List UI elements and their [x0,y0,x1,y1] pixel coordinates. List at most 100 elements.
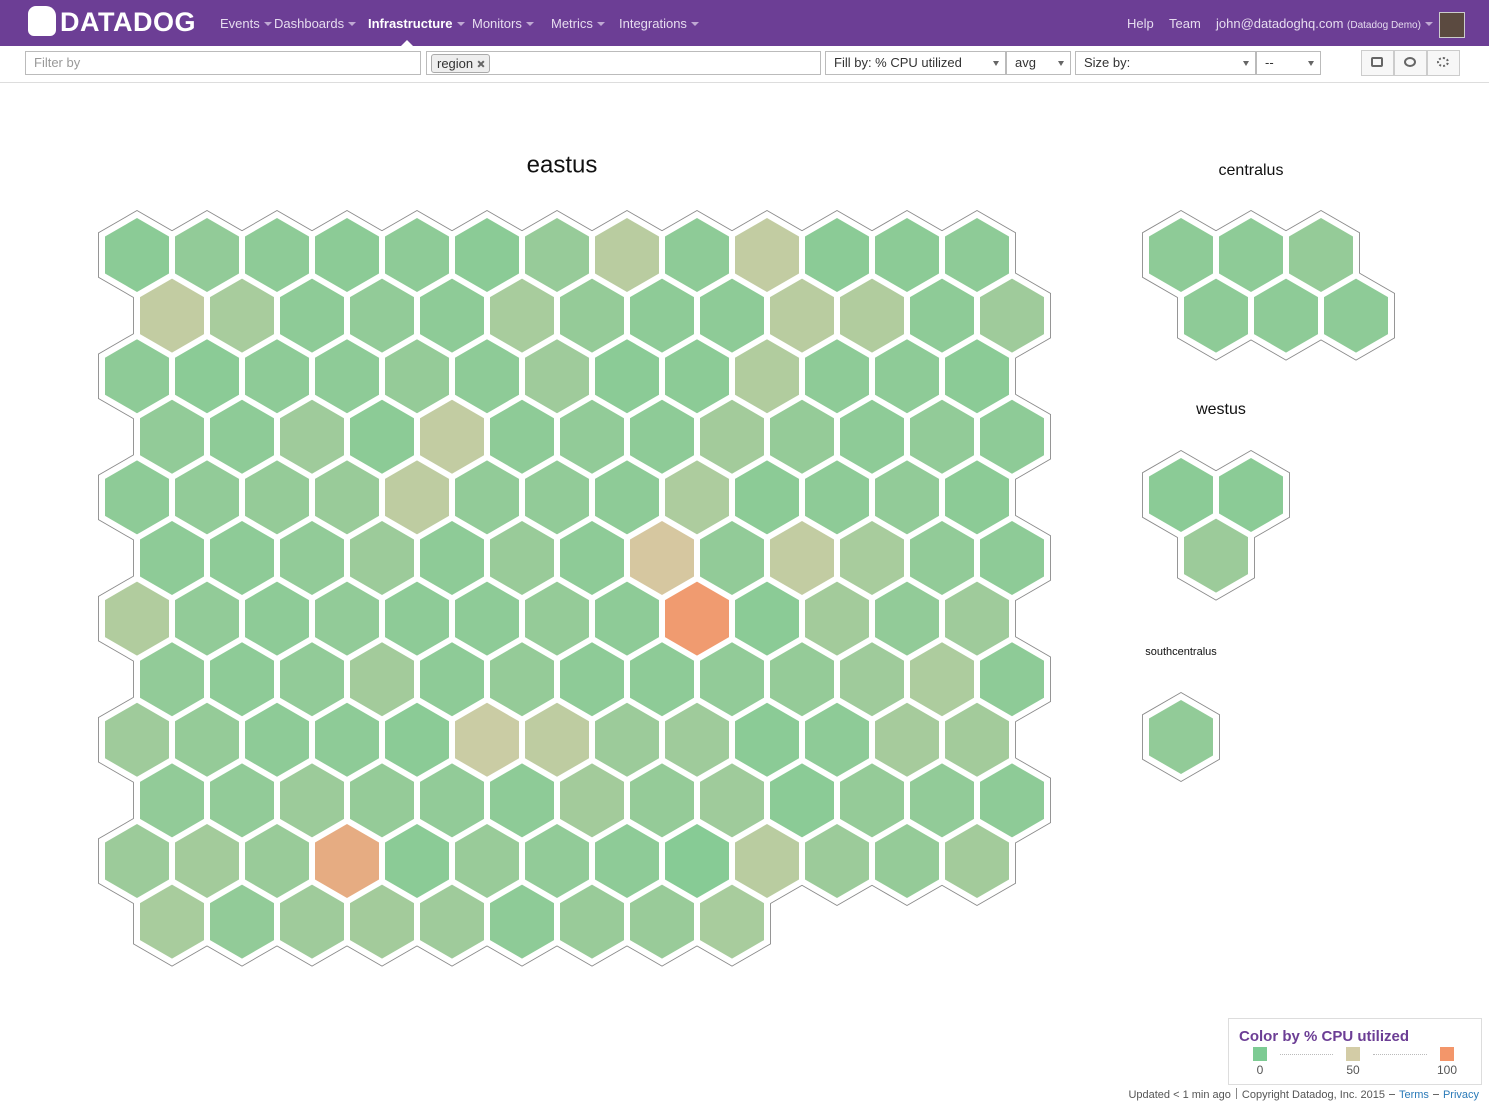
host-hex[interactable] [140,399,204,474]
host-hex[interactable] [875,581,939,656]
host-hex[interactable] [455,218,519,292]
host-hex[interactable] [735,824,799,898]
host-hex[interactable] [945,339,1009,414]
host-hex[interactable] [525,218,589,292]
host-hex[interactable] [525,702,589,777]
host-hex[interactable] [455,339,519,414]
host-hex[interactable] [455,824,519,898]
host-hex[interactable] [910,642,974,717]
host-hex[interactable] [945,581,1009,656]
host-hex[interactable] [980,521,1044,595]
host-hex[interactable] [525,460,589,535]
host-hex[interactable] [945,460,1009,535]
host-hex[interactable] [980,642,1044,717]
host-hex[interactable] [945,218,1009,292]
host-hex[interactable] [350,763,414,838]
host-hex[interactable] [105,460,169,535]
terms-link[interactable]: Terms [1398,1089,1429,1101]
host-hex[interactable] [875,824,939,898]
host-hex[interactable] [350,399,414,474]
host-hex[interactable] [595,339,659,414]
group-tag[interactable]: region [431,54,491,73]
host-hex[interactable] [665,824,729,898]
host-hex[interactable] [210,642,274,717]
fill-select[interactable]: Fill by: % CPU utilized [825,51,1006,75]
host-hex[interactable] [1324,278,1388,353]
host-hex[interactable] [210,399,274,474]
host-hex[interactable] [700,399,764,474]
host-hex[interactable] [175,824,239,898]
host-hex[interactable] [735,339,799,414]
nav-team[interactable]: Team [1169,16,1201,31]
host-hex[interactable] [805,460,869,535]
host-hex[interactable] [595,702,659,777]
host-hex[interactable] [630,278,694,353]
host-hex[interactable] [420,884,484,959]
nav-events[interactable]: Events [220,16,272,31]
host-hex[interactable] [595,824,659,898]
host-hex[interactable] [630,642,694,717]
host-hex[interactable] [280,521,344,595]
host-hex[interactable] [595,218,659,292]
host-hex[interactable] [315,581,379,656]
host-hex[interactable] [175,218,239,292]
host-hex[interactable] [490,278,554,353]
host-hex[interactable] [315,339,379,414]
host-hex[interactable] [245,339,309,414]
group-input[interactable]: region [426,51,821,75]
download-button[interactable] [1394,50,1427,76]
host-hex[interactable] [910,763,974,838]
host-hex[interactable] [420,642,484,717]
host-hex[interactable] [140,763,204,838]
host-hex[interactable] [350,884,414,959]
host-hex[interactable] [595,460,659,535]
size-select[interactable]: Size by: [1075,51,1256,75]
host-hex[interactable] [945,702,1009,777]
host-hex[interactable] [350,521,414,595]
host-hex[interactable] [420,399,484,474]
host-hex[interactable] [385,218,449,292]
host-hex[interactable] [840,763,904,838]
host-hex[interactable] [630,399,694,474]
host-hex[interactable] [560,399,624,474]
host-hex[interactable] [840,642,904,717]
host-hex[interactable] [630,884,694,959]
host-hex[interactable] [385,460,449,535]
host-hex[interactable] [280,642,344,717]
host-hex[interactable] [805,702,869,777]
host-hex[interactable] [630,521,694,595]
host-hex[interactable] [210,278,274,353]
host-hex[interactable] [560,521,624,595]
host-hex[interactable] [385,581,449,656]
host-hex[interactable] [910,278,974,353]
host-hex[interactable] [105,339,169,414]
host-hex[interactable] [1149,458,1213,532]
host-hex[interactable] [1254,278,1318,353]
host-hex[interactable] [1184,518,1248,593]
host-hex[interactable] [770,642,834,717]
host-hex[interactable] [1289,218,1353,292]
host-hex[interactable] [875,218,939,292]
host-hex[interactable] [700,278,764,353]
host-hex[interactable] [980,399,1044,474]
host-hex[interactable] [630,763,694,838]
host-hex[interactable] [350,278,414,353]
host-hex[interactable] [595,581,659,656]
host-hex[interactable] [175,460,239,535]
host-hex[interactable] [770,521,834,595]
host-hex[interactable] [525,824,589,898]
host-hex[interactable] [175,702,239,777]
host-hex[interactable] [910,521,974,595]
host-hex[interactable] [490,763,554,838]
host-hex[interactable] [315,218,379,292]
host-hex[interactable] [315,702,379,777]
host-hex[interactable] [280,399,344,474]
host-hex[interactable] [735,581,799,656]
host-hex[interactable] [1219,218,1283,292]
host-hex[interactable] [700,521,764,595]
host-hex[interactable] [770,763,834,838]
host-hex[interactable] [315,824,379,898]
host-hex[interactable] [105,824,169,898]
user-menu[interactable]: john@datadoghq.com (Datadog Demo) [1216,16,1433,31]
host-hex[interactable] [420,521,484,595]
